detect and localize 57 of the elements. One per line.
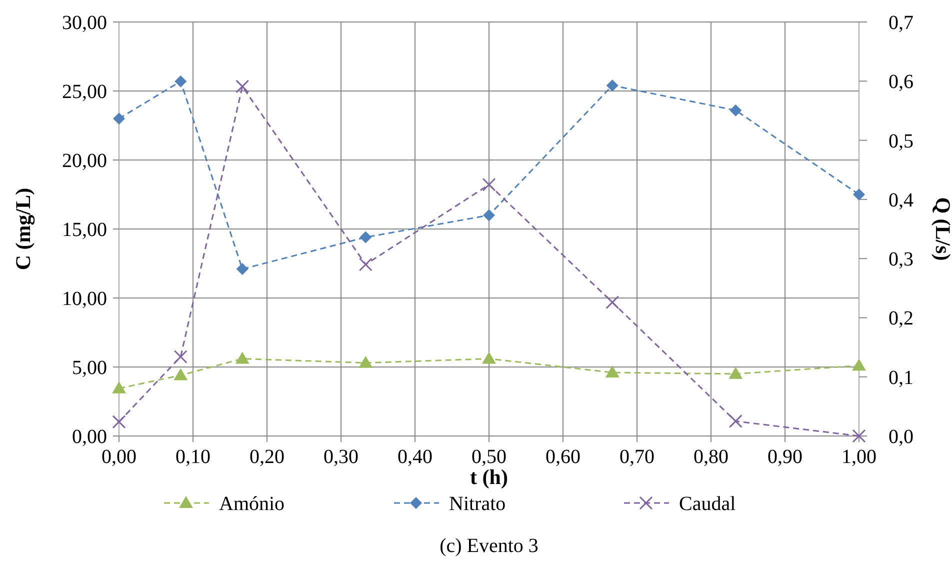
legend-label: Caudal <box>679 493 736 515</box>
y2-tick-label: 0,1 <box>888 366 914 389</box>
point <box>852 358 866 371</box>
x-tick-label: 0,60 <box>546 446 580 468</box>
x-tick-label: 0,70 <box>620 446 654 468</box>
x-tick-label: 0,80 <box>694 446 728 468</box>
y-tick-label: 30,00 <box>62 12 107 34</box>
point <box>606 296 620 310</box>
y-tick-label: 0,00 <box>72 426 107 448</box>
point <box>236 80 250 94</box>
point <box>606 79 618 92</box>
y2-tick-label: 0,3 <box>888 248 914 271</box>
y2-tick-label: 0,7 <box>888 12 914 34</box>
x-tick-label: 0,40 <box>398 446 432 468</box>
y2-tick-label: 0,2 <box>888 308 914 330</box>
point <box>112 381 126 394</box>
point <box>482 352 496 364</box>
legend-label: Nitrato <box>449 493 506 515</box>
x-tick-label: 0,00 <box>102 446 136 468</box>
point <box>358 356 373 368</box>
x-tick-label: 0,10 <box>176 446 210 468</box>
point <box>728 414 742 428</box>
y2-tick-label: 0,6 <box>888 71 914 94</box>
point <box>852 429 866 443</box>
point <box>358 258 372 272</box>
point <box>174 75 187 88</box>
point <box>730 104 742 116</box>
y-tick-label: 20,00 <box>62 150 107 172</box>
y-tick-label: 5,00 <box>72 357 107 379</box>
point <box>112 415 126 429</box>
y-tick-label: 25,00 <box>62 81 107 103</box>
point <box>235 352 250 364</box>
legend-label: Amónio <box>219 493 285 515</box>
point <box>236 263 248 276</box>
point <box>113 112 125 125</box>
y-axis-title: C (mg/L) <box>11 188 35 270</box>
point <box>174 350 188 364</box>
point <box>174 368 188 380</box>
x-tick-label: 1,00 <box>842 446 876 468</box>
point <box>482 178 496 192</box>
y-tick-label: 15,00 <box>62 219 107 241</box>
point <box>483 209 495 222</box>
x-tick-label: 0,50 <box>472 446 506 468</box>
point <box>360 231 372 244</box>
point <box>605 366 620 378</box>
y-tick-label: 10,00 <box>62 288 107 310</box>
text: (c) Evento 3 <box>440 535 538 557</box>
point <box>853 188 865 200</box>
x-axis-title: t (h) <box>470 465 508 489</box>
x-tick-label: 0,20 <box>250 446 284 468</box>
point <box>728 366 743 379</box>
x-tick-label: 0,30 <box>324 446 358 468</box>
y2-tick-label: 0,4 <box>888 189 914 212</box>
x-tick-label: 0,90 <box>768 446 802 468</box>
y2-axis-title: Q (L/s) <box>931 197 952 261</box>
y2-tick-label: 0,5 <box>888 130 914 152</box>
y2-tick-label: 0,0 <box>888 426 914 448</box>
